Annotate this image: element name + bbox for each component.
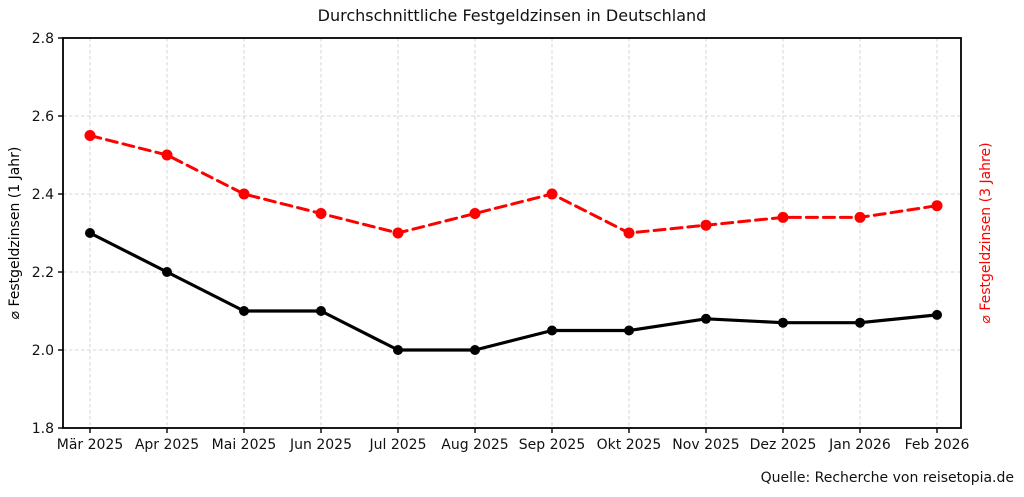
- x-tick-label: Jan 2026: [828, 437, 891, 453]
- x-tick-label: Jul 2025: [369, 437, 427, 453]
- x-tick-label: Mär 2025: [57, 437, 124, 453]
- x-tick-label: Feb 2026: [905, 437, 970, 453]
- axis-tick-labels: Mär 2025 Apr 2025 Mai 2025 Jun 2025 Jul 2025…: [32, 31, 970, 453]
- data-point: [546, 188, 558, 200]
- data-point: [854, 211, 866, 223]
- x-tick-label: Dez 2025: [750, 437, 817, 453]
- chart-title: Durchschnittliche Festgeldzinsen in Deut…: [317, 6, 707, 25]
- data-point: [777, 211, 789, 223]
- x-tick-label: Nov 2025: [672, 437, 739, 453]
- data-point: [700, 219, 712, 231]
- x-tick-label: Jun 2025: [289, 437, 352, 453]
- data-point: [932, 309, 942, 320]
- data-point: [778, 317, 788, 328]
- data-point: [315, 208, 327, 219]
- series-3jahre: [84, 130, 943, 239]
- data-point: [624, 325, 634, 336]
- series-line: [88, 134, 939, 235]
- data-point: [238, 188, 250, 200]
- data-point: [393, 345, 403, 355]
- data-point: [85, 228, 95, 238]
- data-point: [855, 317, 865, 328]
- gridlines: [63, 37, 961, 429]
- data-point: [239, 306, 249, 316]
- series-1jahr: [85, 228, 942, 355]
- data-point: [84, 130, 96, 141]
- data-point: [701, 313, 711, 324]
- data-point: [392, 227, 404, 239]
- data-point: [470, 345, 480, 355]
- y-tick-label: 2.0: [32, 343, 54, 359]
- x-tick-label: Mai 2025: [212, 437, 277, 453]
- y-tick-label: 2.8: [32, 31, 54, 47]
- data-point: [162, 267, 172, 277]
- data-point: [161, 149, 173, 161]
- y-tick-label: 2.2: [32, 265, 54, 281]
- x-tick-label: Aug 2025: [441, 437, 508, 453]
- axes-frame: [62, 37, 962, 429]
- data-point: [931, 200, 943, 212]
- axis-ticks: [58, 37, 938, 433]
- x-tick-label: Apr 2025: [135, 437, 199, 453]
- source-caption: Quelle: Recherche von reisetopia.de: [760, 470, 1014, 486]
- y-tick-label: 2.6: [32, 109, 54, 125]
- x-tick-label: Sep 2025: [519, 437, 585, 453]
- series-line: [88, 231, 939, 352]
- data-point: [623, 227, 635, 239]
- y-tick-label: 2.4: [32, 187, 54, 203]
- data-point: [547, 325, 557, 336]
- y-tick-label: 1.8: [32, 421, 54, 437]
- data-point: [469, 208, 481, 219]
- data-point: [316, 306, 326, 316]
- x-tick-label: Okt 2025: [597, 437, 662, 453]
